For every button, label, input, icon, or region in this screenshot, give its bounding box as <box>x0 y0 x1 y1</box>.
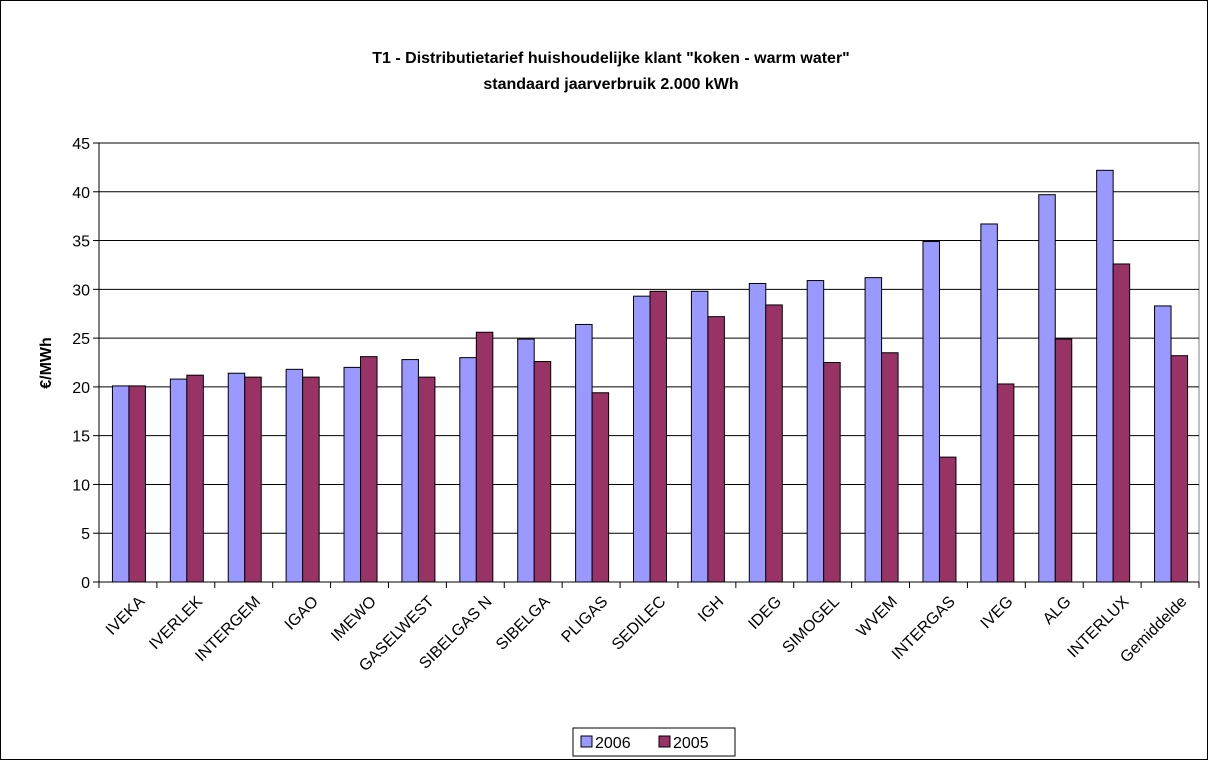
bar-2006 <box>343 366 362 583</box>
y-tick-label: 35 <box>72 234 90 251</box>
bar-2005 <box>591 392 610 583</box>
bar-2005 <box>649 290 667 583</box>
legend-box <box>572 727 736 757</box>
bar-2005 <box>765 304 783 583</box>
bar-2006 <box>575 323 593 583</box>
bars-group <box>111 169 1189 583</box>
x-tick-label: IGAO <box>282 593 322 633</box>
bar-2005 <box>475 331 494 583</box>
y-tick-label: 15 <box>72 429 90 446</box>
legend-swatch-2005 <box>658 735 671 748</box>
y-tick-label: 10 <box>72 477 90 494</box>
chart-title: T1 - Distributietarief huishoudelijke kl… <box>372 50 850 67</box>
bar-2005 <box>881 352 899 583</box>
bar-2005 <box>186 374 204 583</box>
bar-2005 <box>128 385 146 583</box>
bar-2005 <box>533 361 552 583</box>
axes <box>93 142 1200 588</box>
y-tick-label: 30 <box>72 282 90 299</box>
y-tick-label: 0 <box>81 575 90 592</box>
y-axis-label: €/MWh <box>38 337 55 389</box>
bar-2006 <box>922 241 940 583</box>
bar-2006 <box>517 338 535 583</box>
y-tick-label: 5 <box>81 526 90 543</box>
bar-2006 <box>227 372 246 583</box>
bar-2005 <box>1170 355 1189 583</box>
bar-2005 <box>823 362 841 583</box>
x-tick-label: INTERGAS <box>889 593 959 663</box>
bar-2006 <box>690 290 709 583</box>
bar-2006 <box>1038 194 1056 583</box>
x-tick-label: IVEG <box>978 593 1017 632</box>
bar-2005 <box>1054 338 1073 583</box>
bar-2006 <box>980 223 998 583</box>
bar-2005 <box>417 376 436 583</box>
bar-2006 <box>806 280 825 583</box>
bar-2005 <box>996 383 1015 583</box>
bar-2005 <box>707 316 725 583</box>
bar-2006 <box>633 295 651 583</box>
bar-2006 <box>748 282 767 583</box>
bar-2006 <box>459 357 477 583</box>
y-tick-label: 40 <box>72 185 90 202</box>
bar-2006 <box>1096 169 1114 583</box>
bar-2005 <box>302 376 320 583</box>
x-tick-label: IVERLEK <box>146 593 206 653</box>
legend-label-2005: 2005 <box>673 735 709 752</box>
x-tick-label: SIBELGA <box>493 593 554 654</box>
x-tick-label: WVEM <box>854 593 901 640</box>
x-tick-label: IDEG <box>745 593 785 633</box>
bar-2005 <box>1112 263 1131 583</box>
y-tick-label: 25 <box>72 331 90 348</box>
x-tick-label: PLIGAS <box>559 593 612 646</box>
legend-label-2006: 2006 <box>595 735 631 752</box>
bar-2005 <box>360 356 378 583</box>
bar-2005 <box>244 376 262 583</box>
bar-2005 <box>938 456 957 583</box>
bar-2006 <box>864 277 883 583</box>
x-tick-label: SEDILEC <box>609 593 669 653</box>
chart-subtitle: standaard jaarverbruik 2.000 kWh <box>483 76 738 93</box>
y-tick-label: 45 <box>72 136 90 153</box>
x-tick-label: IVEKA <box>103 593 149 639</box>
bar-2006 <box>401 359 419 583</box>
bar-2006 <box>169 378 188 583</box>
x-tick-label: IMEWO <box>328 593 380 645</box>
x-tick-label: ALG <box>1040 593 1075 628</box>
x-tick-label: SIMOGEL <box>779 593 843 657</box>
bar-2006 <box>285 368 304 583</box>
bar-2006 <box>1154 305 1172 583</box>
y-tick-label: 20 <box>72 380 90 397</box>
y-tick-labels: 0 5 10 15 20 25 30 35 40 45 <box>72 136 90 592</box>
x-tick-label: IGH <box>695 593 727 625</box>
legend-swatch-2006 <box>580 735 593 748</box>
legend: 2006 2005 <box>572 727 736 757</box>
bar-2006 <box>111 385 130 583</box>
